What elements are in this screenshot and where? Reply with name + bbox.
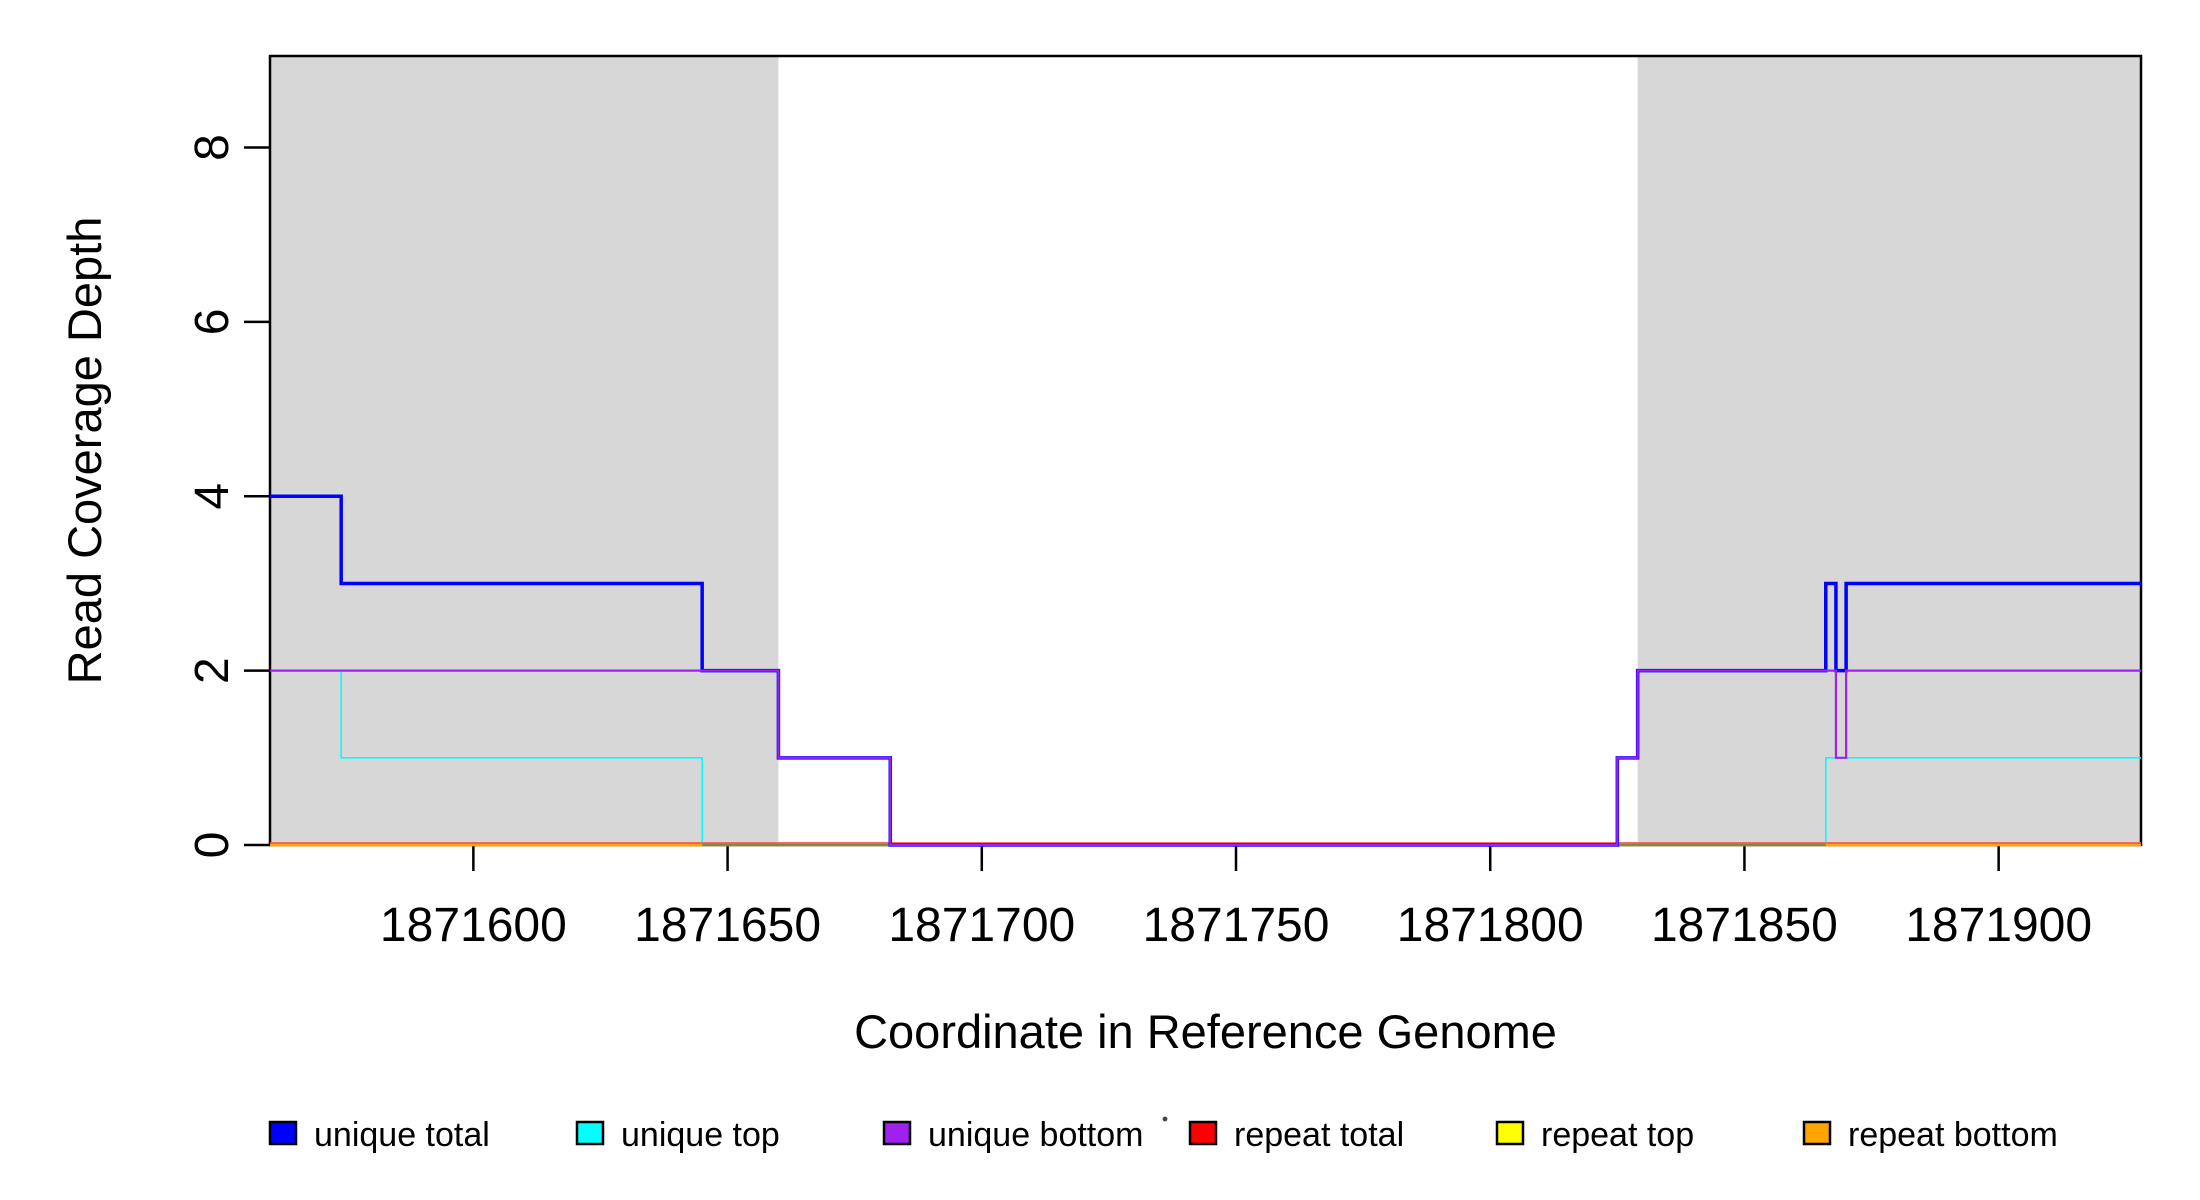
legend-label: repeat bottom: [1848, 1116, 2058, 1154]
series-unique-bottom: [270, 669, 2141, 847]
repeat-region-shading: [270, 56, 2141, 845]
legend-label: repeat top: [1541, 1116, 1694, 1154]
legend-label: unique total: [314, 1116, 490, 1154]
y-tick-label: 4: [186, 483, 239, 510]
y-axis: 0 2 4 6 8 Read Coverage Depth: [58, 134, 270, 858]
x-tick-label: 1871600: [380, 899, 567, 952]
y-tick-label: 2: [186, 657, 239, 684]
legend-item-repeat-bottom: repeat bottom: [1802, 1116, 2058, 1154]
legend-label: unique top: [621, 1116, 780, 1154]
legend-swatch-repeat-bottom: [1802, 1120, 1832, 1146]
legend-swatch-unique-top: [575, 1120, 605, 1146]
y-tick-label: 8: [186, 134, 239, 161]
legend-swatch-repeat-total: [1188, 1120, 1218, 1146]
x-tick-label: 1871900: [1905, 899, 2092, 952]
y-tick-label: 0: [186, 832, 239, 859]
series-unique-top: [270, 669, 2141, 846]
legend-swatch-unique-bottom: [882, 1120, 912, 1146]
y-axis-title: Read Coverage Depth: [58, 217, 111, 685]
legend-item-unique-top: unique top: [575, 1116, 780, 1154]
x-axis: 1871600 1871650 1871700 1871750 1871800 18718…: [380, 845, 2092, 1058]
legend-label: unique bottom: [928, 1116, 1144, 1154]
x-tick-label: 1871750: [1143, 899, 1330, 952]
series-line-unique-top: [270, 669, 2141, 846]
stray-dot: [1162, 1116, 1168, 1122]
legend-swatch-repeat-top: [1495, 1120, 1525, 1146]
legend-item-repeat-total: repeat total: [1188, 1116, 1404, 1154]
legend-label: repeat total: [1234, 1116, 1404, 1154]
legend-item-unique-bottom: unique bottom: [882, 1116, 1144, 1154]
y-tick-label: 6: [186, 309, 239, 336]
x-tick-label: 1871850: [1651, 899, 1838, 952]
legend: unique total unique top unique bottom repea…: [268, 1116, 2058, 1154]
x-tick-label: 1871700: [888, 899, 1075, 952]
shaded-region-0: [270, 56, 779, 845]
shaded-region-1: [1637, 56, 2141, 845]
x-tick-label: 1871800: [1397, 899, 1584, 952]
x-axis-title: Coordinate in Reference Genome: [854, 1005, 1557, 1058]
legend-swatch-unique-total: [268, 1120, 298, 1146]
series-line-unique-bottom: [270, 669, 2141, 847]
legend-item-unique-total: unique total: [268, 1116, 490, 1154]
legend-item-repeat-top: repeat top: [1495, 1116, 1694, 1154]
x-tick-label: 1871650: [634, 899, 821, 952]
